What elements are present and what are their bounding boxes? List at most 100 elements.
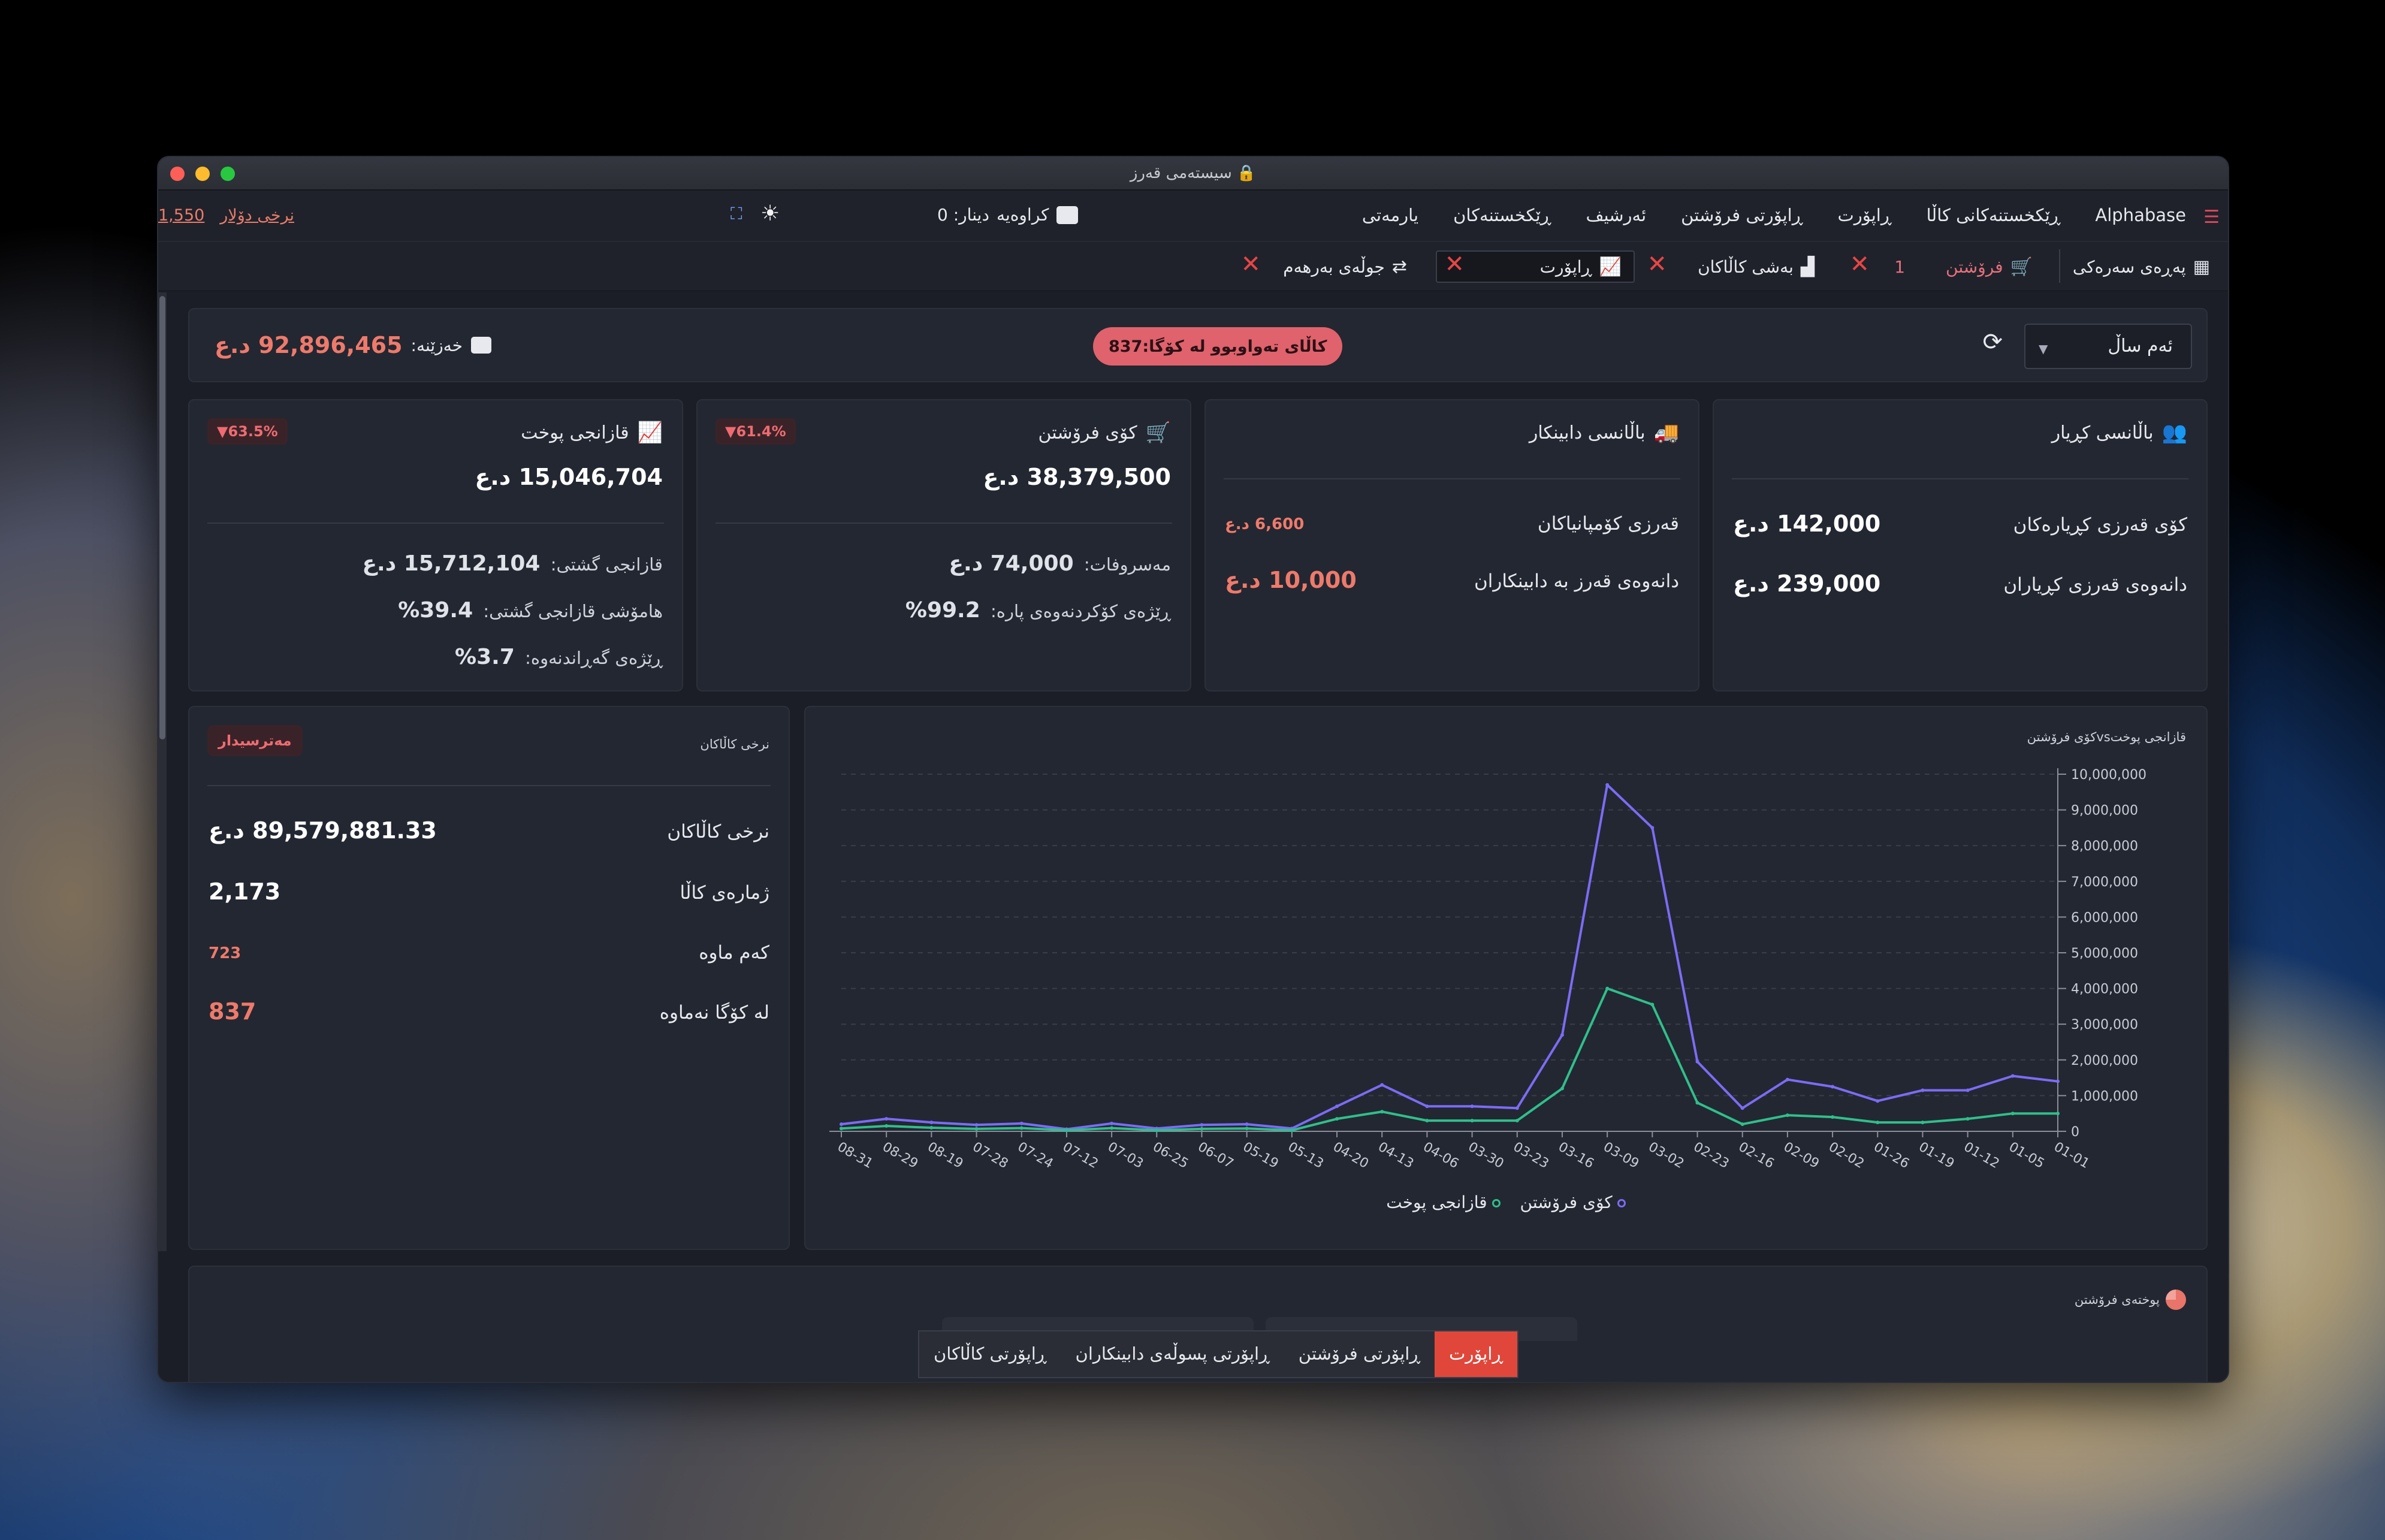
sales-data-point[interactable] bbox=[1515, 1106, 1519, 1110]
tab-sales[interactable]: 🛒 فرۆشتن 1 bbox=[1894, 250, 2033, 283]
profit-data-point[interactable] bbox=[929, 1126, 934, 1130]
sales-data-point[interactable] bbox=[2010, 1074, 2015, 1078]
profit-data-point[interactable] bbox=[1200, 1127, 1204, 1131]
profit-data-point[interactable] bbox=[1470, 1119, 1474, 1123]
goods-price-card: نرخی کاڵاکان مەترسیدار نرخی کاڵاکان 89,5… bbox=[188, 706, 790, 1250]
sales-data-point[interactable] bbox=[1695, 1059, 1699, 1064]
return-rate-label: ڕێژەی گەڕاندنەوە: bbox=[525, 648, 663, 668]
sales-data-point[interactable] bbox=[1831, 1085, 1835, 1089]
sales-series-line[interactable] bbox=[841, 783, 2058, 1131]
sales-data-point[interactable] bbox=[1605, 783, 1610, 787]
out-of-stock-badge[interactable]: کاڵای تەواوبوو لە کۆگا:837 bbox=[1093, 327, 1343, 366]
sales-data-point[interactable] bbox=[1785, 1077, 1789, 1082]
x-tick-label: 07-24 bbox=[1015, 1140, 1056, 1172]
profit-data-point[interactable] bbox=[1335, 1117, 1339, 1121]
sales-data-point[interactable] bbox=[1876, 1099, 1880, 1103]
close-tab-sales-icon[interactable]: ✕ bbox=[1849, 250, 1870, 278]
sales-data-point[interactable] bbox=[974, 1123, 979, 1127]
profit-data-point[interactable] bbox=[1921, 1121, 1925, 1125]
cashbox-status[interactable]: کراوەیە دینار: 0 bbox=[937, 205, 1078, 225]
nav-item-sales-report[interactable]: ڕاپۆرتی فرۆشتن bbox=[1681, 205, 1803, 225]
profit-data-point[interactable] bbox=[1740, 1122, 1744, 1127]
profit-data-point[interactable] bbox=[1110, 1126, 1114, 1130]
sales-data-point[interactable] bbox=[884, 1117, 889, 1121]
nav-item-help[interactable]: یارمەتی bbox=[1361, 205, 1419, 225]
period-select[interactable]: ئەم ساڵ ▼ bbox=[2024, 324, 2192, 369]
profit-data-point[interactable] bbox=[840, 1127, 843, 1131]
sales-data-point[interactable] bbox=[1110, 1121, 1114, 1125]
sales-data-point[interactable] bbox=[1380, 1083, 1384, 1087]
legend-item-profit[interactable]: قازانجی پوخت bbox=[1386, 1192, 1501, 1212]
profit-data-point[interactable] bbox=[1876, 1121, 1880, 1125]
window-title: سیستەمی قەرز 🔒 bbox=[158, 164, 2228, 182]
report-tab-supplier-invoices[interactable]: ڕاپۆرتی پسوڵەی دابینکاران bbox=[1075, 1343, 1270, 1364]
tab-home-label: پەڕەی سەرەکی bbox=[2072, 256, 2186, 277]
profit-data-point[interactable] bbox=[1515, 1119, 1519, 1123]
profit-data-point[interactable] bbox=[1966, 1117, 1970, 1121]
profit-data-point[interactable] bbox=[1155, 1128, 1159, 1133]
nav-item-report[interactable]: ڕاپۆرت bbox=[1837, 205, 1892, 225]
tab-movement[interactable]: ⇄ جوڵەی بەرهەم bbox=[1283, 250, 1407, 283]
nav-item-archive[interactable]: ئەرشیف bbox=[1586, 205, 1647, 225]
nav-item-settings[interactable]: ڕێکخستنەکان bbox=[1453, 205, 1551, 225]
sales-data-point[interactable] bbox=[1921, 1088, 1925, 1092]
sales-data-point[interactable] bbox=[929, 1121, 934, 1125]
scrollbar[interactable] bbox=[158, 292, 167, 1251]
nav-brand[interactable]: Alphabase bbox=[2095, 205, 2186, 225]
sales-data-point[interactable] bbox=[840, 1122, 843, 1127]
sales-data-point[interactable] bbox=[1560, 1033, 1564, 1037]
close-tab-goods-icon[interactable]: ✕ bbox=[1647, 250, 1667, 278]
zoom-window-button[interactable] bbox=[221, 167, 235, 181]
profit-data-point[interactable] bbox=[1560, 1086, 1564, 1091]
sales-data-point[interactable] bbox=[1335, 1104, 1339, 1109]
profit-data-point[interactable] bbox=[884, 1124, 889, 1128]
sales-data-point[interactable] bbox=[1740, 1106, 1744, 1110]
sales-data-point[interactable] bbox=[1650, 826, 1655, 830]
profit-data-point[interactable] bbox=[1064, 1128, 1068, 1133]
title-bar: سیستەمی قەرز 🔒 bbox=[158, 157, 2228, 191]
close-tab-movement-icon[interactable]: ✕ bbox=[1240, 250, 1261, 278]
profit-data-point[interactable] bbox=[1695, 1101, 1699, 1105]
report-tab-sales[interactable]: ڕاپۆرتی فرۆشتن bbox=[1298, 1343, 1421, 1364]
sales-data-point[interactable] bbox=[1966, 1088, 1970, 1092]
profit-data-point[interactable] bbox=[2010, 1112, 2015, 1116]
profit-data-point[interactable] bbox=[1019, 1126, 1024, 1130]
close-tab-report-icon[interactable]: ✕ bbox=[1444, 250, 1465, 278]
profit-data-point[interactable] bbox=[974, 1127, 979, 1131]
profit-data-point[interactable] bbox=[1605, 986, 1610, 991]
legend-item-sales[interactable]: کۆی فرۆشتن bbox=[1520, 1192, 1626, 1212]
close-window-button[interactable] bbox=[170, 167, 185, 181]
profit-series-line[interactable] bbox=[841, 987, 2058, 1132]
menu-icon[interactable]: ☰ bbox=[2203, 207, 2220, 228]
dollar-rate[interactable]: نرخی دۆلار 1,550 bbox=[158, 206, 294, 225]
profit-data-point[interactable] bbox=[1650, 1002, 1655, 1007]
profit-data-point[interactable] bbox=[1290, 1128, 1294, 1133]
sales-profit-line-chart[interactable]: 0 1,000,000 2,000,000 3,000,000 4,000,000 5,0… bbox=[805, 707, 2209, 1186]
tab-report[interactable]: 📈 ڕاپۆرت bbox=[1436, 250, 1635, 283]
sales-data-point[interactable] bbox=[1200, 1123, 1204, 1127]
profit-data-point[interactable] bbox=[1785, 1113, 1789, 1118]
sales-data-point[interactable] bbox=[1470, 1104, 1474, 1109]
profit-data-point[interactable] bbox=[1380, 1110, 1384, 1114]
sales-data-point[interactable] bbox=[2056, 1079, 2060, 1083]
customer-balance-card: 👥 باڵانسی کڕیار کۆی قەرزی کڕیارەکان 142,… bbox=[1713, 399, 2208, 692]
report-tab-report[interactable]: ڕاپۆرت bbox=[1435, 1331, 1518, 1377]
sales-data-point[interactable] bbox=[1425, 1104, 1429, 1109]
profit-data-point[interactable] bbox=[1831, 1115, 1835, 1119]
profit-data-point[interactable] bbox=[2056, 1112, 2060, 1116]
sales-data-point[interactable] bbox=[1245, 1122, 1249, 1127]
x-tick-label: 04-20 bbox=[1330, 1140, 1371, 1172]
tab-home[interactable]: ▦ پەڕەی سەرەکی bbox=[2073, 250, 2210, 283]
scrollbar-thumb[interactable] bbox=[159, 296, 165, 739]
profit-data-point[interactable] bbox=[1245, 1127, 1249, 1131]
minimize-window-button[interactable] bbox=[195, 167, 210, 181]
fullscreen-icon[interactable]: ⛶ bbox=[730, 204, 742, 224]
theme-toggle-sun-icon[interactable]: ☀ bbox=[760, 201, 780, 226]
dollar-rate-label: نرخی دۆلار bbox=[220, 206, 294, 225]
nav-item-goods-settings[interactable]: ڕێکخستنەکانی کاڵا bbox=[1926, 205, 2061, 225]
refresh-icon[interactable]: ⟳ bbox=[1982, 328, 2003, 356]
tab-goods[interactable]: ▟ بەشی کاڵاکان bbox=[1698, 250, 1815, 283]
profit-data-point[interactable] bbox=[1425, 1119, 1429, 1123]
report-tab-goods[interactable]: ڕاپۆرتی کاڵاکان bbox=[934, 1343, 1047, 1364]
sales-data-point[interactable] bbox=[1019, 1121, 1024, 1125]
